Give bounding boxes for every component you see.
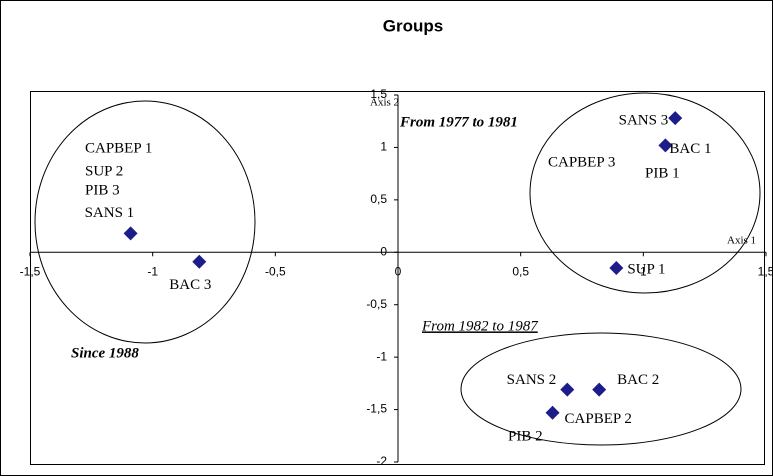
group-label: From 1982 to 1987 (421, 318, 539, 334)
group-label: Since 1988 (71, 345, 139, 361)
point-label: BAC 1 (669, 141, 711, 157)
point-label: BAC 3 (169, 277, 211, 293)
point (123, 226, 138, 241)
y-tick-label: -1,5 (366, 402, 387, 416)
annotation: SUP 2 (85, 163, 123, 179)
point-label: SANS 1 (85, 205, 135, 221)
group-ellipse (460, 332, 742, 446)
x-tick-label: 0,5 (512, 264, 529, 278)
chart-title: Groups (383, 16, 443, 35)
point (668, 111, 683, 126)
y-tick-label: 0 (380, 244, 387, 258)
point (592, 382, 607, 397)
point (609, 261, 624, 276)
point-label: SANS 2 (507, 372, 557, 388)
y-tick-label: 0,5 (370, 192, 387, 206)
x-tick-label: 1 (640, 264, 647, 278)
group-ellipse (34, 100, 256, 344)
y-tick-label: 1 (380, 140, 387, 154)
point-label: SANS 3 (619, 113, 669, 129)
y-tick-label: -0,5 (366, 297, 387, 311)
x-tick-label: 1,5 (758, 264, 773, 278)
point-label: CAPBEP 2 (565, 411, 632, 427)
point (658, 138, 673, 153)
annotation: PIB 3 (85, 182, 120, 198)
annotation: PIB 2 (508, 428, 543, 444)
x-tick-label: -1 (147, 264, 158, 278)
x-tick-label: -1,5 (20, 264, 41, 278)
x-tick-label: -0,5 (265, 264, 286, 278)
point-label: SUP 1 (627, 261, 665, 277)
point (545, 405, 560, 420)
plot-border (30, 91, 765, 465)
annotation: CAPBEP 3 (548, 154, 615, 170)
point (560, 382, 575, 397)
point-label: BAC 2 (617, 372, 659, 388)
annotation: CAPBEP 1 (85, 140, 152, 156)
group-ellipse (529, 92, 761, 294)
point (192, 254, 207, 269)
y-tick-label: -2 (376, 454, 387, 468)
group-label: From 1977 to 1981 (399, 114, 518, 130)
x-axis-label: Axis 1 (727, 235, 756, 247)
y-tick-label: -1 (376, 349, 387, 363)
y-tick-label: 1,5 (370, 87, 387, 101)
y-axis-label: Axis 2 (370, 97, 399, 109)
x-tick-label: 0 (395, 264, 402, 278)
annotation: PIB 1 (645, 165, 680, 181)
